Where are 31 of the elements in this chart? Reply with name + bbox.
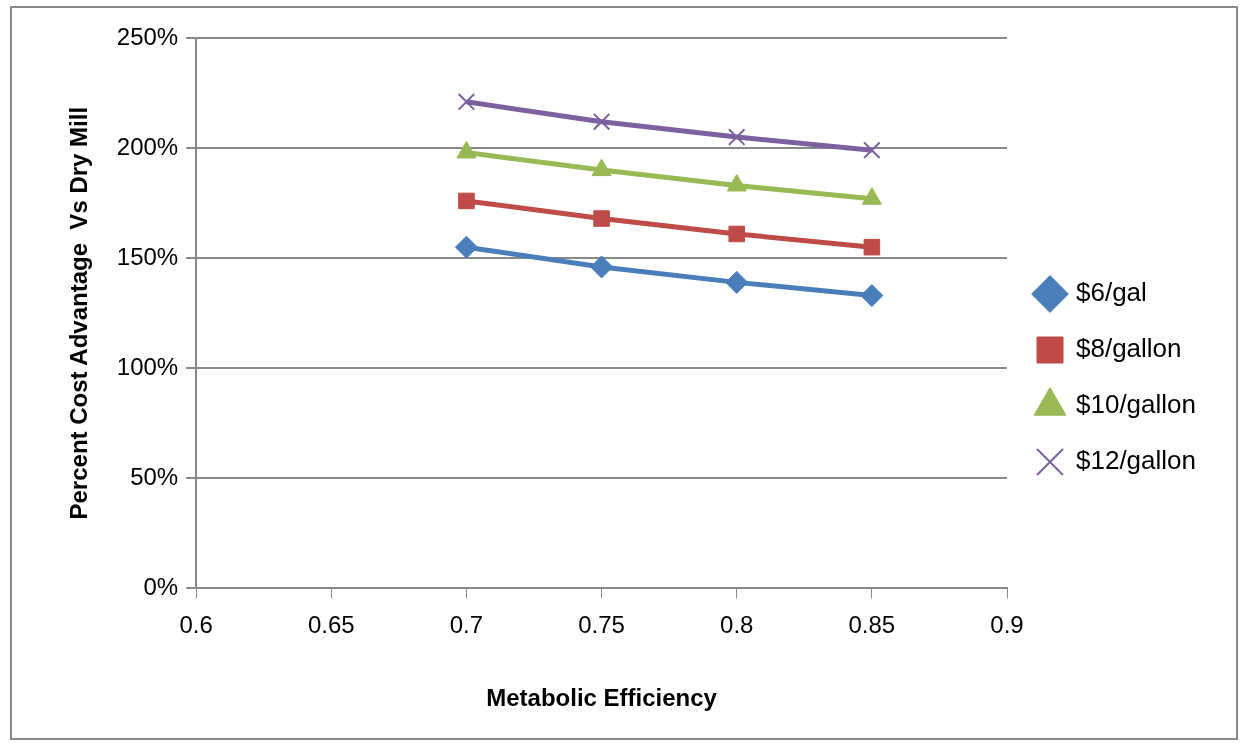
x-tick-label: 0.65 — [307, 611, 355, 639]
y-tick-label: 250% — [116, 22, 179, 50]
x-tick-label: 0.7 — [449, 611, 484, 639]
y-tick-label: 0% — [143, 573, 179, 601]
y-tick-label: 150% — [116, 242, 179, 270]
point — [727, 128, 746, 146]
legend-label: $10/gallon — [1076, 389, 1196, 420]
y-tick-label: 200% — [116, 132, 179, 160]
point — [593, 210, 610, 227]
point — [863, 141, 881, 160]
x-tick-label: 0.6 — [179, 611, 213, 639]
point — [454, 235, 478, 259]
x-tick-label: 0.8 — [720, 611, 754, 639]
x-tick-label: 0.75 — [578, 611, 625, 639]
y-axis-title: Percent Cost Advantage Vs Dry Mill — [65, 106, 93, 520]
x-tick-label: 0.85 — [848, 611, 896, 639]
legend-label: $12/gallon — [1076, 445, 1196, 476]
point — [860, 284, 884, 308]
point — [728, 225, 746, 243]
point — [592, 112, 611, 131]
x-axis-title: Metabolic Efficiency — [486, 684, 718, 712]
y-tick-label: 100% — [116, 352, 179, 380]
point — [458, 192, 475, 210]
point — [590, 255, 614, 279]
point — [725, 270, 749, 294]
y-tick-label: 50% — [130, 462, 179, 490]
legend-label: $8/gallon — [1076, 333, 1182, 364]
legend-label: $6/gal — [1076, 277, 1147, 308]
point — [863, 238, 881, 256]
point — [457, 93, 476, 111]
x-tick-label: 0.9 — [990, 611, 1024, 639]
